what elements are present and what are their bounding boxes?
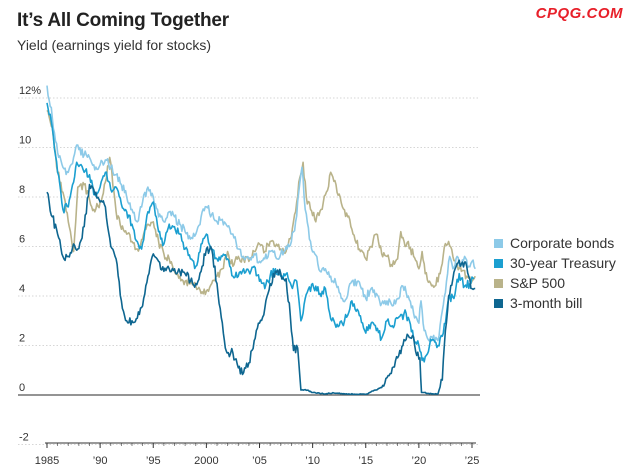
y-tick-label: 0 <box>19 382 25 394</box>
x-tick-label: ’15 <box>358 455 373 467</box>
x-tick-label: ’90 <box>93 455 108 467</box>
x-tick-label: 1985 <box>35 455 59 467</box>
legend-swatch-icon <box>494 238 503 248</box>
legend-label: 3-month bill <box>510 295 583 311</box>
y-axis-ticks: 12% 10 8 6 4 2 0 -2 <box>19 85 41 444</box>
series-line-30-year-treasury <box>46 102 475 363</box>
x-tick-label: ’95 <box>146 455 161 467</box>
y-tick-label: 6 <box>19 234 25 246</box>
x-axis-ticks: 1985 ’90 ’95 2000 ’05 ’10 ’15 ’20 ’25 <box>35 442 480 467</box>
x-tick-label: ’20 <box>412 455 427 467</box>
legend: Corporate bonds 30-year Treasury S&P 500… <box>494 233 616 313</box>
legend-item-30-year-treasury: 30-year Treasury <box>494 253 616 273</box>
series-line-corporate-bonds <box>46 85 476 344</box>
y-tick-label: -2 <box>19 432 29 444</box>
series-lines <box>46 85 476 396</box>
legend-label: Corporate bonds <box>510 235 615 251</box>
chart-title: It’s All Coming Together <box>17 10 229 31</box>
legend-swatch-icon <box>494 258 503 268</box>
x-tick-label: 2000 <box>194 455 218 467</box>
series-line-s-p-500 <box>46 109 476 296</box>
x-tick-label: ’05 <box>252 455 267 467</box>
legend-item-sp-500: S&P 500 <box>494 273 616 293</box>
legend-label: S&P 500 <box>510 275 566 291</box>
series-line-3-month-bill <box>46 183 476 396</box>
legend-item-corporate-bonds: Corporate bonds <box>494 233 616 253</box>
legend-item-3-month-bill: 3-month bill <box>494 293 616 313</box>
watermark-logo: CPQG.COM <box>535 5 623 22</box>
legend-swatch-icon <box>494 298 503 308</box>
legend-label: 30-year Treasury <box>510 255 616 271</box>
y-tick-label: 8 <box>19 184 25 196</box>
x-tick-label: ’25 <box>465 455 480 467</box>
chart-subtitle: Yield (earnings yield for stocks) <box>17 37 212 53</box>
y-tick-label: 2 <box>19 333 25 345</box>
legend-swatch-icon <box>494 278 503 288</box>
y-tick-label: 4 <box>19 283 25 295</box>
x-tick-label: ’10 <box>305 455 320 467</box>
y-tick-label: 10 <box>19 135 31 147</box>
y-tick-label: 12% <box>19 85 41 97</box>
